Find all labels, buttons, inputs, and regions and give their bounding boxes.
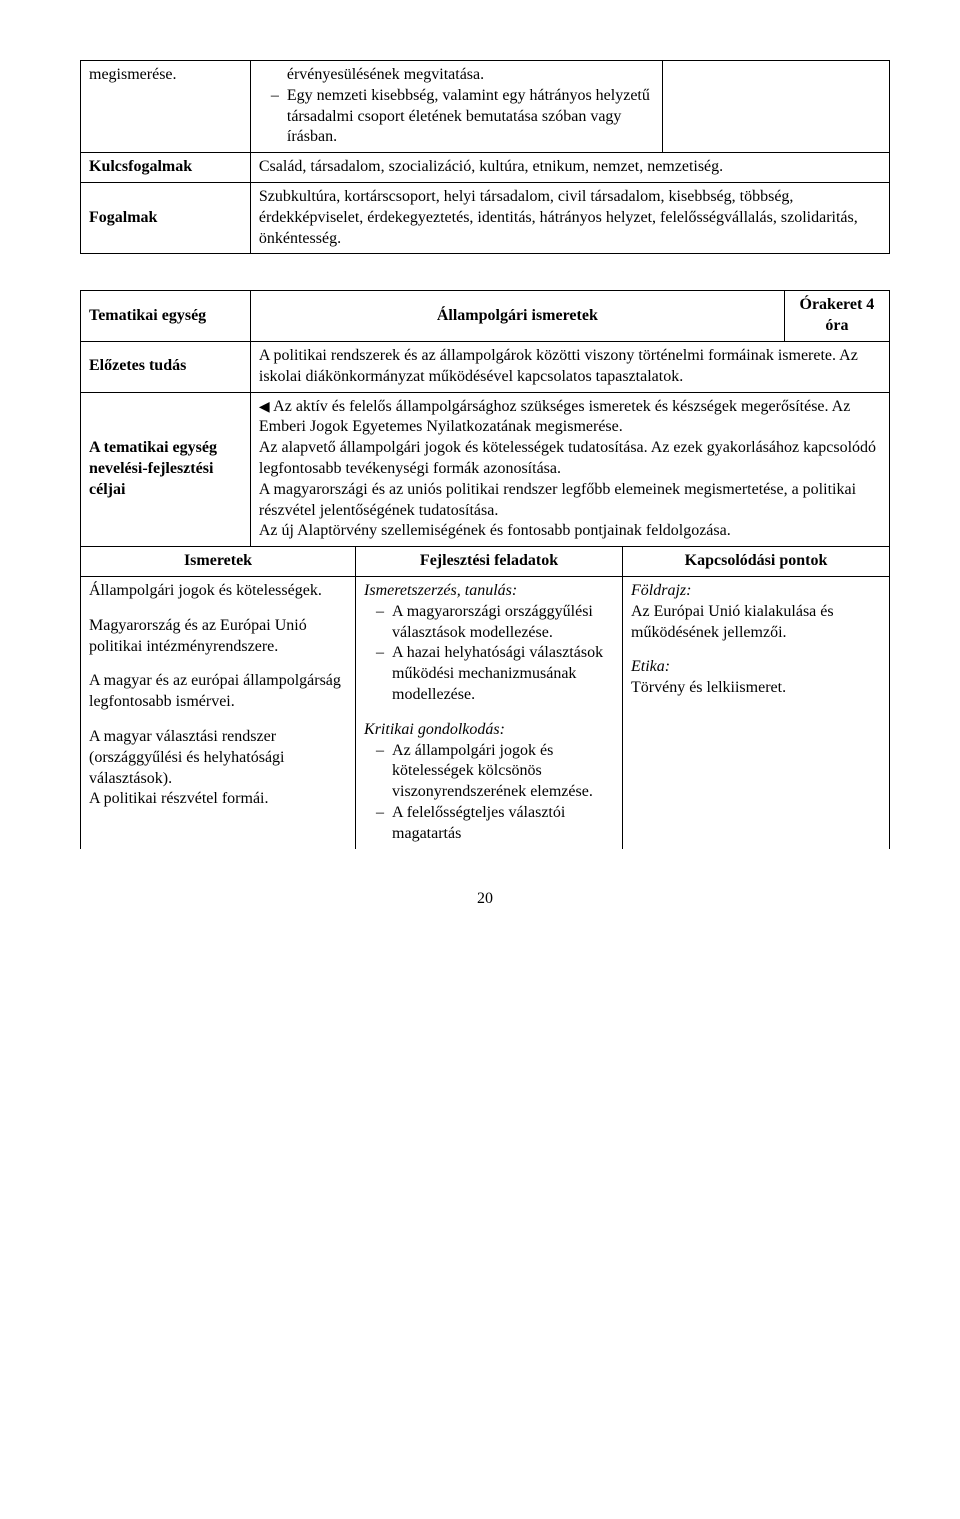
row-label: Fogalmak (81, 182, 251, 253)
text: A politikai rendszerek és az állampolgár… (259, 347, 858, 385)
cell-right-empty (663, 61, 890, 153)
page-number: 20 (80, 889, 890, 910)
list: A magyarországi országgyűlési választáso… (364, 602, 614, 706)
text: Az aktív és felelős állampolgársághoz sz… (259, 398, 850, 436)
list-item: A hazai helyhatósági választások működés… (364, 643, 614, 705)
list-item: A magyarországi országgyűlési választáso… (364, 602, 614, 644)
text: Kapcsolódási pontok (685, 552, 828, 569)
list-item: Egy nemzeti kisebbség, valamint egy hátr… (259, 86, 655, 148)
cell-content: Szubkultúra, kortárscsoport, helyi társa… (250, 182, 889, 253)
paragraph: A magyar és az európai állampolgárság le… (89, 671, 347, 713)
triangle-icon: ◀ (259, 400, 273, 415)
paragraph: Törvény és lelkiismeret. (631, 678, 881, 699)
table-row: Előzetes tudás A politikai rendszerek és… (81, 341, 890, 392)
table-row: megismerése. érvényesülésének megvitatás… (81, 61, 890, 153)
paragraph: A magyarországi és az uniós politikai re… (259, 480, 881, 522)
paragraph: Az új Alaptörvény szellemiségének és fon… (259, 521, 881, 542)
subheading: Ismeretszerzés, tanulás: (364, 581, 614, 602)
text: A felelősségteljes választói magatartás (392, 804, 565, 842)
gap (89, 657, 347, 671)
subheading: Földrajz: (631, 581, 881, 602)
table-row: Kulcsfogalmak Család, társadalom, szocia… (81, 153, 890, 183)
gap (364, 706, 614, 720)
paragraph: Az alapvető állampolgári jogok és kötele… (259, 438, 881, 480)
gap (631, 643, 881, 657)
text: Szubkultúra, kortárscsoport, helyi társa… (259, 188, 858, 247)
cell-content: ◀ Az aktív és felelős állampolgársághoz … (250, 392, 889, 547)
cell-left: megismerése. (81, 61, 251, 153)
gap (89, 602, 347, 616)
cell-content: Család, társadalom, szocializáció, kultú… (250, 153, 889, 183)
row-label: Kulcsfogalmak (81, 153, 251, 183)
text: A hazai helyhatósági választások működés… (392, 644, 603, 703)
paragraph: A magyar választási rendszer (országgyűl… (89, 727, 347, 789)
col-ismeretek: Állampolgári jogok és kötelességek. Magy… (81, 576, 356, 848)
col-fejlesztesi: Ismeretszerzés, tanulás: A magyarországi… (356, 576, 623, 848)
text: Az állampolgári jogok és kötelességek kö… (392, 742, 593, 801)
paragraph: Magyarország és az Európai Unió politika… (89, 616, 347, 658)
text: Család, társadalom, szocializáció, kultú… (259, 158, 723, 175)
text: A magyarországi országgyűlési választáso… (392, 603, 593, 641)
row-label: Előzetes tudás (81, 341, 251, 392)
col-kapcsolodasi: Földrajz: Az Európai Unió kialakulása és… (623, 576, 890, 848)
table-row: Tematikai egység Állampolgári ismeretek … (81, 291, 890, 342)
spacer (80, 254, 890, 290)
text: Fejlesztési feladatok (420, 552, 558, 569)
table-row: Állampolgári jogok és kötelességek. Magy… (81, 576, 890, 848)
text: érvényesülésének megvitatása. (259, 65, 655, 86)
table-row: Ismeretek Fejlesztési feladatok Kapcsoló… (81, 547, 890, 577)
list: Egy nemzeti kisebbség, valamint egy hátr… (259, 86, 655, 148)
text: Állampolgári ismeretek (437, 307, 598, 324)
column-header: Kapcsolódási pontok (623, 547, 890, 577)
text: Tematikai egység (89, 307, 206, 324)
subheading: Kritikai gondolkodás: (364, 720, 614, 741)
row-label: A tematikai egység nevelési-fejlesztési … (81, 392, 251, 547)
text: Kulcsfogalmak (89, 158, 192, 175)
list-item: Az állampolgári jogok és kötelességek kö… (364, 741, 614, 803)
column-header: Fejlesztési feladatok (356, 547, 623, 577)
section-title: Állampolgári ismeretek (250, 291, 784, 342)
text: megismerése. (89, 66, 177, 83)
row-label: Tematikai egység (81, 291, 251, 342)
list: Az állampolgári jogok és kötelességek kö… (364, 741, 614, 845)
column-header: Ismeretek (81, 547, 356, 577)
cell-mid: érvényesülésének megvitatása. Egy nemzet… (250, 61, 663, 153)
hours-label: Órakeret 4 óra (784, 291, 889, 342)
paragraph: Állampolgári jogok és kötelességek. (89, 581, 347, 602)
paragraph: Az Európai Unió kialakulása és működésén… (631, 602, 881, 644)
text: A tematikai egység nevelési-fejlesztési … (89, 439, 217, 498)
table-row: A tematikai egység nevelési-fejlesztési … (81, 392, 890, 547)
paragraph: ◀ Az aktív és felelős állampolgársághoz … (259, 397, 881, 439)
text: Előzetes tudás (89, 357, 186, 374)
paragraph: A politikai részvétel formái. (89, 789, 347, 810)
table-row: Fogalmak Szubkultúra, kortárscsoport, he… (81, 182, 890, 253)
subheading: Etika: (631, 657, 881, 678)
table-top: megismerése. érvényesülésének megvitatás… (80, 60, 890, 254)
text: Ismeretek (184, 552, 252, 569)
cell-content: A politikai rendszerek és az állampolgár… (250, 341, 889, 392)
list-item: A felelősségteljes választói magatartás (364, 803, 614, 845)
table-main: Tematikai egység Állampolgári ismeretek … (80, 290, 890, 848)
text: Órakeret 4 óra (800, 296, 875, 334)
gap (89, 713, 347, 727)
text: Fogalmak (89, 209, 157, 226)
text: Egy nemzeti kisebbség, valamint egy hátr… (287, 87, 650, 146)
